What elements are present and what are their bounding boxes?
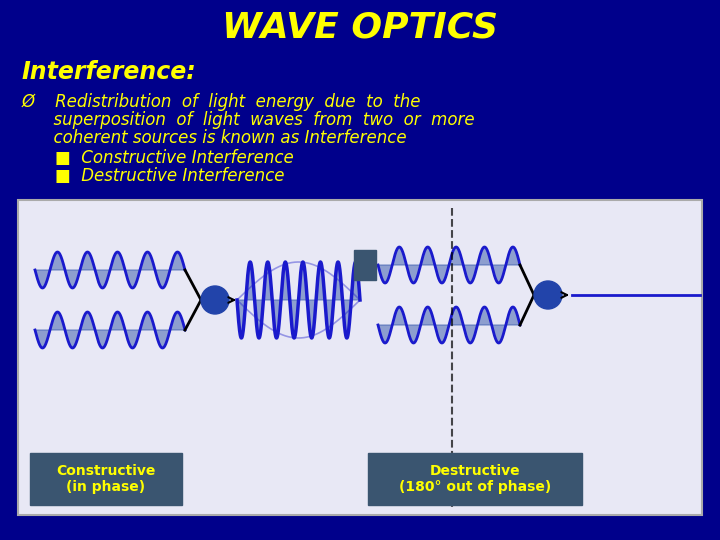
FancyBboxPatch shape <box>354 250 376 280</box>
FancyBboxPatch shape <box>18 200 702 515</box>
Text: ■  Constructive Interference: ■ Constructive Interference <box>55 149 294 167</box>
Text: WAVE OPTICS: WAVE OPTICS <box>222 11 498 45</box>
Text: Destructive
(180° out of phase): Destructive (180° out of phase) <box>399 464 551 494</box>
Circle shape <box>534 281 562 309</box>
Text: ■  Destructive Interference: ■ Destructive Interference <box>55 167 284 185</box>
Text: Ø    Redistribution  of  light  energy  due  to  the: Ø Redistribution of light energy due to … <box>22 93 421 111</box>
Circle shape <box>201 286 229 314</box>
Text: Interference:: Interference: <box>22 60 197 84</box>
Text: superposition  of  light  waves  from  two  or  more: superposition of light waves from two or… <box>22 111 474 129</box>
Text: coherent sources is known as Interference: coherent sources is known as Interferenc… <box>22 129 407 147</box>
Text: Constructive
(in phase): Constructive (in phase) <box>56 464 156 494</box>
FancyBboxPatch shape <box>30 453 182 505</box>
FancyBboxPatch shape <box>368 453 582 505</box>
